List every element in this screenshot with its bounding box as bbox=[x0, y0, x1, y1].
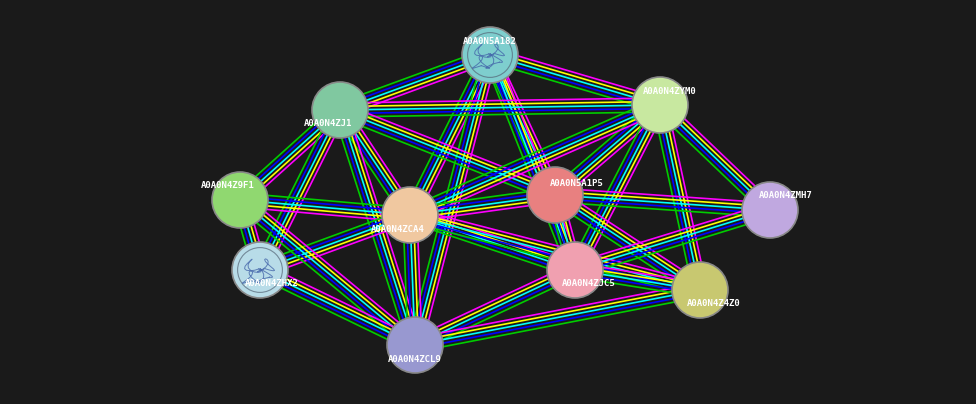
Text: A0A0N5A1P5: A0A0N5A1P5 bbox=[550, 179, 604, 187]
Text: A0A0N4Z9F1: A0A0N4Z9F1 bbox=[201, 181, 255, 191]
Ellipse shape bbox=[312, 82, 368, 138]
Text: A0A0N4ZCA4: A0A0N4ZCA4 bbox=[371, 225, 425, 234]
Text: A0A0N4ZYM0: A0A0N4ZYM0 bbox=[643, 86, 697, 95]
Ellipse shape bbox=[742, 182, 798, 238]
Text: A0A0N4Z4Z0: A0A0N4Z4Z0 bbox=[687, 299, 741, 309]
Ellipse shape bbox=[232, 242, 288, 298]
Text: A0A0N4ZHX2: A0A0N4ZHX2 bbox=[245, 280, 299, 288]
Ellipse shape bbox=[672, 262, 728, 318]
Text: A0A0N4ZMH7: A0A0N4ZMH7 bbox=[759, 191, 813, 200]
Ellipse shape bbox=[632, 77, 688, 133]
Ellipse shape bbox=[382, 187, 438, 243]
Ellipse shape bbox=[547, 242, 603, 298]
Text: A0A0N4ZJ1: A0A0N4ZJ1 bbox=[304, 120, 352, 128]
Text: A0A0N4ZCL9: A0A0N4ZCL9 bbox=[388, 354, 442, 364]
Ellipse shape bbox=[462, 27, 518, 83]
Ellipse shape bbox=[212, 172, 268, 228]
Ellipse shape bbox=[387, 317, 443, 373]
Text: A0A0N5A182: A0A0N5A182 bbox=[464, 36, 517, 46]
Text: A0A0N4ZJC5: A0A0N4ZJC5 bbox=[562, 280, 616, 288]
Ellipse shape bbox=[527, 167, 583, 223]
